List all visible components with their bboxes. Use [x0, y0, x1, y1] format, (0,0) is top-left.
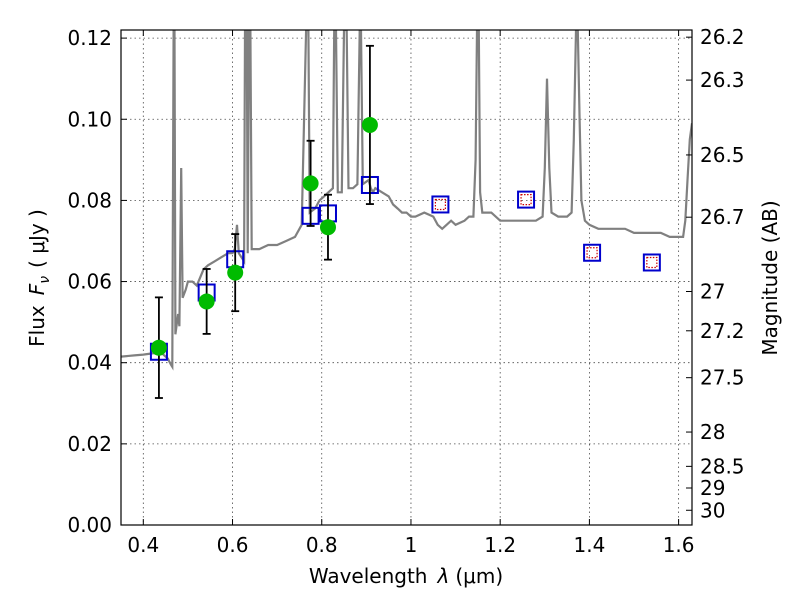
x-axis-title: Wavelength λ (μm) [309, 564, 503, 588]
observed-point [150, 339, 167, 356]
y2-axis-title: Magnitude (AB) [758, 200, 782, 355]
observed-point [227, 264, 244, 281]
x-tick-label: 0.8 [306, 533, 338, 557]
y-tick-label: 0.10 [67, 107, 112, 131]
mag-tick-label: 26.7 [700, 205, 745, 229]
y-tick-label: 0.00 [67, 513, 112, 537]
mag-tick-label: 28 [700, 420, 725, 444]
predicted-photometry-inner [520, 193, 532, 206]
observed-point [361, 116, 378, 133]
y-axis-title: FluxFν( μJy ) [25, 209, 53, 347]
x-tick-label: 1 [405, 533, 418, 557]
x-tick-label: 0.4 [127, 533, 159, 557]
x-tick-label: 0.6 [217, 533, 249, 557]
model-photometry-square [642, 253, 661, 272]
x-tick-label: 1.2 [484, 533, 516, 557]
mag-tick-label: 29 [700, 476, 725, 500]
y-tick-label: 0.06 [67, 270, 112, 294]
y-tick-label: 0.02 [67, 432, 112, 456]
y-tick-label: 0.12 [67, 26, 112, 50]
mag-tick-label: 26.5 [700, 143, 745, 167]
observed-point [319, 219, 336, 236]
plot-frame [120, 29, 693, 526]
mag-tick-label: 26.3 [700, 68, 745, 92]
x-tick-label: 1.6 [663, 533, 695, 557]
observed-point [198, 293, 215, 310]
mag-tick-label: 28.5 [700, 454, 745, 478]
predicted-photometry-inner [586, 247, 598, 259]
predicted-photometry-inner [646, 256, 658, 269]
x-tick-label: 1.4 [573, 533, 605, 557]
model-photometry-square [517, 190, 536, 209]
mag-tick-label: 26.2 [700, 25, 745, 49]
series-layer [121, 30, 692, 399]
spectrum-line [121, 30, 692, 371]
model-photometry-square [431, 195, 450, 214]
mag-tick-label: 27 [700, 280, 725, 304]
observed-point [302, 175, 319, 192]
mag-tick-label: 30 [700, 498, 725, 522]
mag-tick-label: 27.2 [700, 319, 745, 343]
ticks: 0.4 0.6 0.8 1 1.2 1.4 1.6 0.00 0.02 0.04 0.06 0.08 0… [67, 25, 744, 557]
y-tick-label: 0.08 [67, 188, 112, 212]
predicted-photometry-inner [434, 198, 447, 211]
y-tick-label: 0.04 [67, 351, 112, 375]
mag-tick-label: 27.5 [700, 366, 745, 390]
model-photometry-square [583, 243, 602, 262]
